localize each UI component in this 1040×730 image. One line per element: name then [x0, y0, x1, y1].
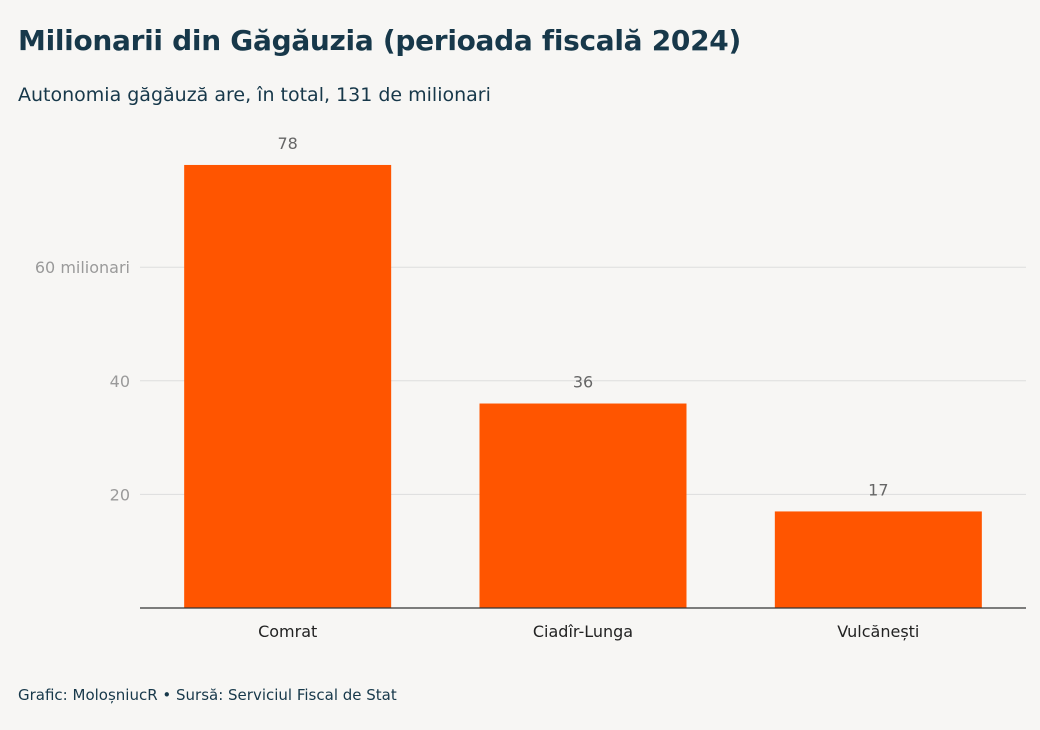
x-category-label: Vulcănești	[837, 622, 919, 641]
chart-title: Milionarii din Găgăuzia (perioada fiscal…	[18, 24, 741, 57]
x-category-label: Comrat	[258, 622, 317, 641]
data-label: 17	[868, 480, 888, 499]
x-category-label: Ciadîr-Lunga	[533, 622, 633, 641]
bar-vulc-ne-ti	[774, 511, 982, 608]
data-label: 36	[573, 373, 593, 392]
bar-layer	[184, 164, 982, 608]
chart-footer-credit: Grafic: MoloșniucR • Sursă: Serviciul Fi…	[18, 686, 397, 704]
bar-ciad-r-lunga	[479, 403, 687, 608]
y-tick-label: 40	[110, 372, 130, 391]
y-tick-label: 60 milionari	[35, 258, 130, 277]
data-label: 78	[277, 134, 297, 153]
chart-subtitle: Autonomia găgăuză are, în total, 131 de …	[18, 84, 491, 106]
label-layer: 78 Comrat 36 Ciadîr-Lunga 17 Vulcănești	[140, 134, 1026, 641]
y-tick-label: 20	[110, 485, 130, 504]
bar-comrat	[184, 164, 392, 608]
